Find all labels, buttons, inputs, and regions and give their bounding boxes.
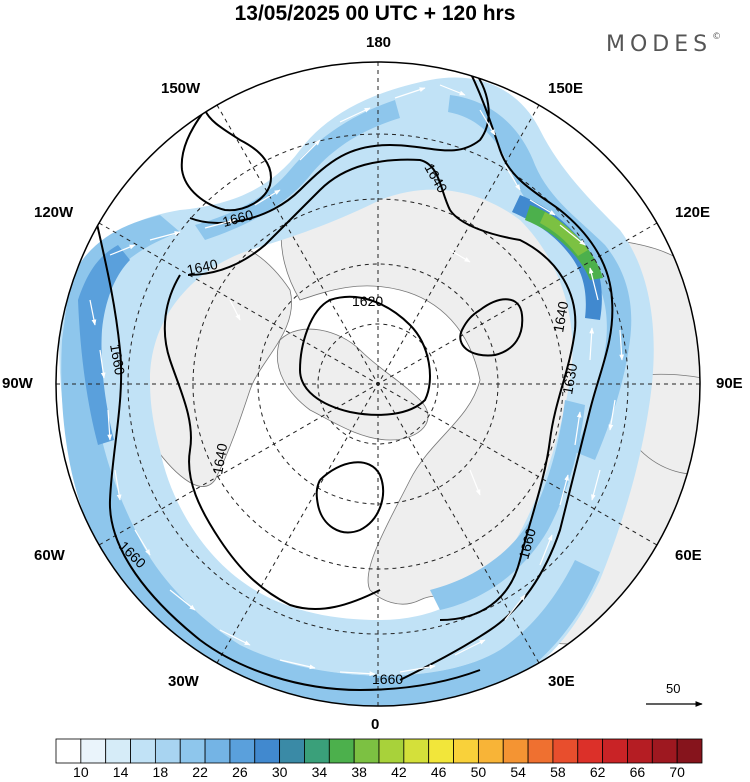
colorbar-swatch [527,738,554,764]
colorbar-tick-label: 22 [192,764,208,780]
lon-label-180: 180 [366,34,392,51]
colorbar-swatch [279,738,305,764]
lon-label-60e: 60E [675,547,702,564]
colorbar-swatch [105,738,131,764]
lon-label-90e: 90E [716,375,743,392]
colorbar-tick-label: 62 [589,764,606,780]
colorbar-tick-label: 42 [391,764,407,780]
colorbar-swatch [651,738,678,764]
colorbar-tick-label: 54 [510,764,526,780]
wind-speed-colorbar [55,738,703,764]
contour-label: 1660 [221,206,255,230]
lon-label-150e: 150E [548,80,584,97]
colorbar-tick-label: 10 [73,764,89,780]
lon-label-30e: 30E [548,673,575,690]
wind-reference-value: 50 [666,681,681,696]
contour-1640-loop-south [315,461,385,534]
colorbar-tick-label: 38 [351,764,367,780]
colorbar-swatch [229,738,256,764]
colorbar-swatch [353,738,380,764]
lon-label-60w: 60W [34,547,65,564]
colorbar-tick-label: 66 [629,764,646,780]
contour-label: 1660 [372,671,403,687]
colorbar-swatch [453,738,479,764]
colorbar-tick-label: 34 [311,764,328,780]
colorbar-tick-label: 30 [271,764,288,780]
colorbar-swatch [676,738,703,764]
contour-label: 1660 [107,343,128,377]
colorbar-swatch [403,738,430,764]
contour-1660-north [189,64,490,224]
contour-label: 1660 [515,526,539,560]
colorbar-swatch [179,738,206,764]
colorbar-tick-label: 58 [550,764,566,780]
colorbar-swatch [204,738,231,764]
colorbar-swatch [378,738,405,764]
contour-1660-east [399,62,614,681]
wind-speed-shading [59,77,654,706]
colorbar-swatch [428,738,454,764]
colorbar-tick-label: 46 [430,764,447,780]
colorbar-swatch [80,738,107,764]
colorbar-tick-label: 50 [470,764,487,780]
colorbar-swatch [502,738,529,764]
map-field: 1660 1640 1640 1620 1640 1630 1660 1640 … [56,62,700,706]
contour-1660-loop-nw [180,109,272,212]
lon-label-90w: 90W [2,375,33,392]
contour-label: 1640 [550,300,571,334]
colorbar-tick-label: 14 [112,764,129,780]
contour-1640-west [163,274,381,611]
contour-label: 1640 [185,256,219,278]
contour-label: 1640 [209,442,230,476]
brand-logo: MODES© [606,32,721,57]
contour-label: 1620 [352,293,383,309]
lon-label-120e: 120E [675,204,711,221]
wind-vectors [89,84,625,677]
colorbar-tick-labels: 10 14 18 22 26 30 34 38 42 46 50 54 58 62 66 70 [0,764,750,782]
colorbar-tick-label: 70 [669,764,685,780]
contour-1640-loop-east [459,298,524,357]
lon-label-30w: 30W [168,673,199,690]
contour-1660-west [94,214,481,692]
colorbar-swatch [130,738,156,764]
height-contours [94,62,614,692]
colorbar-swatch [154,738,181,764]
colorbar-swatch [627,738,653,764]
contour-labels: 1660 1640 1640 1620 1640 1630 1660 1640 … [107,161,580,688]
colorbar-swatch [552,738,579,764]
colorbar-swatch [55,738,82,764]
colorbar-tick-label: 26 [232,764,248,780]
colorbar-swatch [304,738,330,764]
copyright-mark: © [712,32,722,42]
colorbar-swatch [254,738,281,764]
brand-text: MODES [606,32,713,57]
map-frame [55,61,701,707]
contour-1640-north [187,158,577,621]
colorbar-swatch [577,738,604,764]
lon-label-0: 0 [371,716,380,733]
lon-label-120w: 120W [34,204,74,221]
colorbar-swatch [328,738,355,764]
colorbar-swatch [477,738,504,764]
lon-label-150w: 150W [161,80,201,97]
colorbar-swatch [602,738,628,764]
contour-1620 [298,295,431,416]
forecast-title: 13/05/2025 00 UTC + 120 hrs [234,2,516,25]
colorbar-tick-label: 18 [152,764,169,780]
contour-label: 1630 [559,362,580,396]
